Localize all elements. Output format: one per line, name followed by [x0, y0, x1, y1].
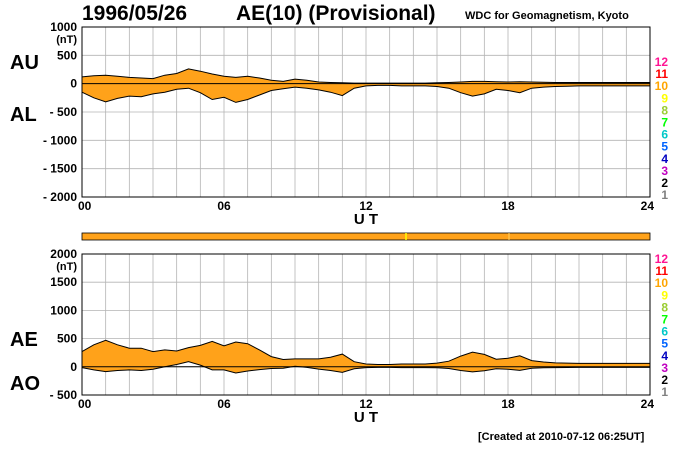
- y-tick-label: - 1500: [43, 162, 77, 176]
- ao-label: AO: [10, 373, 40, 395]
- x-tick-label: 12: [359, 397, 373, 411]
- x-tick-label: 00: [78, 397, 92, 411]
- station-coverage-bar: [81, 232, 651, 241]
- x-tick-label: 06: [217, 397, 231, 411]
- y-tick-label: 2000: [50, 247, 77, 261]
- station-count-label: 6: [661, 325, 668, 339]
- y-unit-label: (nT): [56, 261, 77, 273]
- station-count-label: 8: [661, 103, 668, 117]
- x-tick-label: 06: [217, 199, 231, 213]
- x-axis-label: U T: [354, 211, 378, 228]
- x-tick-label: 00: [78, 199, 92, 213]
- chart-title: AE(10) (Provisional): [236, 2, 436, 25]
- x-tick-label: 18: [501, 199, 515, 213]
- band-ae-ao: [82, 340, 650, 373]
- y-unit-label: (nT): [56, 34, 77, 46]
- ae-label: AE: [10, 329, 38, 351]
- y-tick-label: 1500: [50, 275, 77, 289]
- plot-frame: [81, 253, 651, 396]
- station-count-label: 8: [661, 300, 668, 314]
- station-count-label: 4: [661, 349, 668, 363]
- data-source: WDC for Geomagnetism, Kyoto: [465, 10, 629, 22]
- y-tick-label: - 2000: [43, 190, 77, 204]
- station-count-label: 5: [661, 140, 668, 154]
- y-tick-label: 0: [70, 360, 77, 374]
- y-tick-label: - 1000: [43, 133, 77, 147]
- plot-frame: [81, 26, 651, 198]
- y-tick-label: 0: [70, 77, 77, 91]
- y-tick-label: - 500: [50, 105, 78, 119]
- series-line-al: [81, 84, 650, 103]
- station-count-label: 2: [661, 373, 668, 387]
- series-line-ao: [81, 361, 650, 374]
- station-count-label: 6: [661, 128, 668, 142]
- station-count-label: 11: [655, 264, 668, 278]
- station-count-label: 4: [661, 152, 668, 166]
- x-axis-label: U T: [354, 409, 378, 426]
- station-count-label: 9: [661, 288, 668, 302]
- station-count-label: 3: [661, 164, 668, 178]
- y-tick-label: 500: [57, 332, 77, 346]
- y-tick-label: 500: [57, 48, 77, 62]
- series-line-ae: [81, 339, 650, 365]
- chart-date: 1996/05/26: [82, 2, 188, 25]
- y-tick-label: 1000: [50, 20, 77, 34]
- station-count-label: 10: [655, 276, 669, 290]
- x-tick-label: 24: [641, 199, 655, 213]
- x-tick-label: 12: [359, 199, 373, 213]
- station-count-label: 10: [655, 79, 669, 93]
- created-timestamp: [Created at 2010-07-12 06:25UT]: [478, 431, 645, 443]
- station-count-label: 3: [661, 361, 668, 375]
- y-tick-label: 1000: [50, 303, 77, 317]
- x-tick-label: 24: [641, 397, 655, 411]
- au-label: AU: [10, 52, 39, 74]
- station-count-label: 12: [655, 252, 669, 266]
- panel-au-al: [81, 26, 651, 198]
- station-count-label: 12: [655, 55, 669, 69]
- station-count-label: 2: [661, 176, 668, 190]
- series-line-au: [81, 68, 650, 84]
- panel-ae-ao: [81, 253, 651, 396]
- station-count-label: 7: [661, 116, 668, 130]
- al-label: AL: [10, 104, 37, 126]
- station-count-label: 1: [661, 385, 668, 399]
- y-tick-label: - 500: [50, 388, 78, 402]
- station-count-label: 9: [661, 91, 668, 105]
- station-count-label: 5: [661, 337, 668, 351]
- station-count-label: 11: [655, 67, 668, 81]
- station-count-label: 7: [661, 313, 668, 327]
- x-tick-label: 18: [501, 397, 515, 411]
- station-count-label: 1: [661, 188, 668, 202]
